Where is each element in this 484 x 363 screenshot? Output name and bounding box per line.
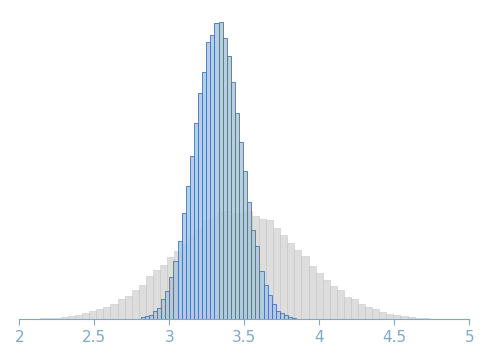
Bar <box>153 270 160 319</box>
Bar <box>214 23 218 319</box>
Bar <box>196 229 202 319</box>
Bar <box>210 217 216 319</box>
Bar <box>239 142 243 319</box>
Bar <box>96 309 104 319</box>
Bar <box>104 307 110 319</box>
Bar <box>145 317 149 319</box>
Bar <box>124 295 132 319</box>
Bar <box>287 243 294 319</box>
Bar <box>337 290 344 319</box>
Bar <box>372 309 379 319</box>
Bar <box>323 280 330 319</box>
Bar <box>167 257 174 319</box>
Bar <box>211 36 214 319</box>
Bar <box>272 304 276 319</box>
Bar <box>268 294 272 319</box>
Bar <box>224 211 231 319</box>
Bar <box>182 213 186 319</box>
Bar <box>206 42 211 319</box>
Bar <box>259 271 263 319</box>
Bar <box>231 213 238 319</box>
Bar <box>393 315 400 319</box>
Bar <box>139 285 146 319</box>
Bar <box>146 276 153 319</box>
Bar <box>358 304 365 319</box>
Bar <box>247 202 251 319</box>
Bar <box>181 244 188 319</box>
Bar <box>256 246 259 319</box>
Bar <box>302 256 308 319</box>
Bar <box>149 315 153 319</box>
Bar <box>243 171 247 319</box>
Bar <box>263 285 268 319</box>
Bar <box>198 93 202 319</box>
Bar <box>227 57 231 319</box>
Bar <box>61 317 68 319</box>
Bar <box>266 220 273 319</box>
Bar <box>173 261 178 319</box>
Bar <box>235 114 239 319</box>
Bar <box>68 316 75 319</box>
Bar <box>157 308 161 319</box>
Bar <box>422 318 429 319</box>
Bar <box>252 216 259 319</box>
Bar <box>160 265 167 319</box>
Bar <box>141 317 145 319</box>
Bar <box>280 313 284 319</box>
Bar <box>190 156 194 319</box>
Bar <box>166 291 169 319</box>
Bar <box>202 220 210 319</box>
Bar <box>292 318 296 319</box>
Bar <box>276 311 280 319</box>
Bar <box>153 311 157 319</box>
Bar <box>118 299 124 319</box>
Bar <box>161 299 166 319</box>
Bar <box>194 123 198 319</box>
Bar <box>379 313 386 319</box>
Bar <box>132 290 139 319</box>
Bar <box>408 317 415 319</box>
Bar <box>169 277 173 319</box>
Bar <box>186 186 190 319</box>
Bar <box>284 315 288 319</box>
Bar <box>415 318 422 319</box>
Bar <box>330 286 337 319</box>
Bar <box>280 236 287 319</box>
Bar <box>82 313 89 319</box>
Bar <box>351 299 358 319</box>
Bar <box>316 273 323 319</box>
Bar <box>47 318 54 319</box>
Bar <box>251 230 256 319</box>
Bar <box>216 212 224 319</box>
Bar <box>294 249 302 319</box>
Bar <box>202 72 206 319</box>
Bar <box>89 311 96 319</box>
Bar <box>188 235 196 319</box>
Bar <box>223 38 227 319</box>
Bar <box>54 318 61 319</box>
Bar <box>178 241 182 319</box>
Bar <box>288 317 292 319</box>
Bar <box>238 213 245 319</box>
Bar <box>218 22 223 319</box>
Bar <box>75 315 82 319</box>
Bar <box>273 228 280 319</box>
Bar <box>174 251 181 319</box>
Bar <box>365 307 372 319</box>
Bar <box>386 314 393 319</box>
Bar <box>344 297 351 319</box>
Bar <box>400 316 408 319</box>
Bar <box>110 305 118 319</box>
Bar <box>40 318 47 319</box>
Bar <box>259 219 266 319</box>
Bar <box>231 82 235 319</box>
Bar <box>308 266 316 319</box>
Bar <box>245 211 252 319</box>
